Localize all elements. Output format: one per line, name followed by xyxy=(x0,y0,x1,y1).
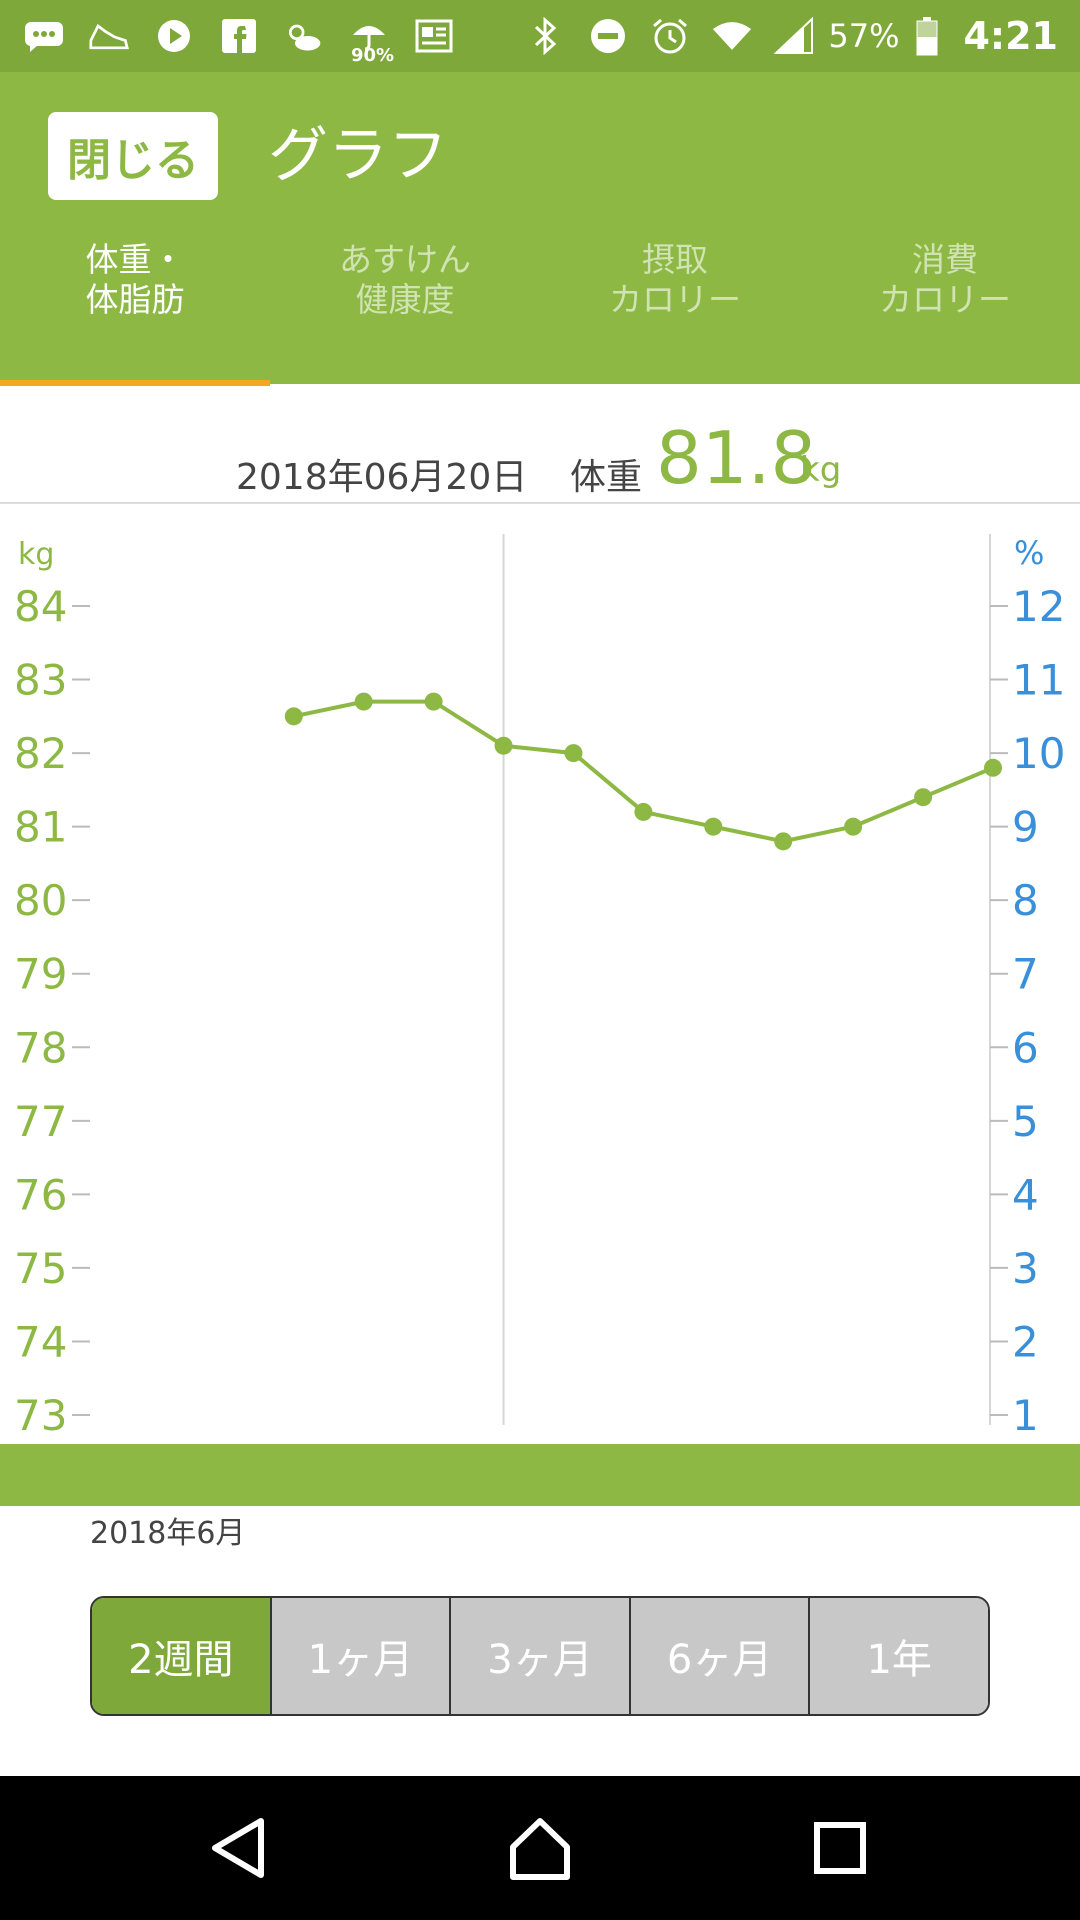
tab-bar: 体重・ 体脂肪 あすけん 健康度 摂取 カロリー 消費 カロリー xyxy=(0,240,1080,386)
battery-icon xyxy=(907,16,947,56)
weight-chart[interactable]: kg% 84 83 82 81 80 79 78 77 76 75 74 73 12 11 10 9 8 7 6 5 4 3… xyxy=(0,504,1080,1488)
weight-data-point xyxy=(914,788,933,807)
bluetooth-icon xyxy=(526,16,566,56)
left-tick-label: 79 xyxy=(14,950,67,999)
tab-label-line2: 体脂肪 xyxy=(85,280,185,319)
right-tick-label: 5 xyxy=(1012,1097,1039,1146)
left-tick-label: 76 xyxy=(14,1170,67,1219)
page-title: グラフ xyxy=(268,121,448,191)
right-tick-label: 10 xyxy=(1012,729,1065,778)
weight-data-point xyxy=(424,692,443,711)
umbrella-icon: 90% xyxy=(349,16,394,66)
facebook-icon xyxy=(219,16,259,56)
tab-label-line1: 摂取 xyxy=(642,240,708,279)
selected-day-summary: 2018年06月20日 体重 81.8 kg xyxy=(0,384,1080,504)
right-tick-label: 7 xyxy=(1012,950,1039,999)
left-tick-label: 82 xyxy=(14,729,67,778)
tab-label-line2: カロリー xyxy=(609,280,741,319)
dnd-icon xyxy=(588,16,628,56)
tab-burned-calories[interactable]: 消費 カロリー xyxy=(810,240,1080,384)
messages-icon xyxy=(24,16,64,56)
tab-label-line1: あすけん xyxy=(339,240,471,279)
period-1year-button[interactable]: 1年 xyxy=(810,1598,988,1714)
tab-label-line1: 体重・ xyxy=(85,240,185,279)
left-tick-label: 81 xyxy=(14,803,67,852)
tab-label-line2: 健康度 xyxy=(355,280,455,319)
close-button[interactable]: 閉じる xyxy=(48,112,218,200)
month-label: 2018年6月 xyxy=(90,1516,246,1551)
weather-icon xyxy=(284,16,324,56)
period-3months-button[interactable]: 3ヶ月 xyxy=(451,1598,631,1714)
tab-weight-bodyfat[interactable]: 体重・ 体脂肪 xyxy=(0,240,270,386)
back-icon[interactable] xyxy=(190,1798,290,1898)
recents-icon[interactable] xyxy=(790,1798,890,1898)
weight-data-point xyxy=(354,692,373,711)
summary-unit: kg xyxy=(800,450,842,490)
tab-intake-calories[interactable]: 摂取 カロリー xyxy=(540,240,810,384)
battery-percent: 57% xyxy=(828,17,900,55)
period-1month-button[interactable]: 1ヶ月 xyxy=(271,1598,452,1714)
play-icon xyxy=(154,16,194,56)
right-tick-label: 11 xyxy=(1012,656,1065,705)
left-tick-label: 73 xyxy=(14,1391,67,1440)
weight-data-point xyxy=(634,802,653,821)
weight-data-point xyxy=(844,817,863,836)
navigation-bar xyxy=(0,1776,1080,1920)
right-tick-label: 1 xyxy=(1012,1391,1039,1440)
signal-icon xyxy=(774,16,814,56)
rain-percent: 90% xyxy=(351,45,395,66)
period-2weeks-button[interactable]: 2週間 xyxy=(92,1598,272,1714)
weight-data-point xyxy=(984,758,1002,777)
weight-data-point xyxy=(494,736,513,755)
weight-data-point xyxy=(704,817,723,836)
app-header: 閉じる グラフ 体重・ 体脂肪 あすけん 健康度 摂取 カロリー 消費 カロリー xyxy=(0,72,1080,386)
left-tick-label: 77 xyxy=(14,1097,67,1146)
tab-asken-health[interactable]: あすけん 健康度 xyxy=(270,240,540,384)
left-tick-label: 80 xyxy=(14,876,67,925)
clock: 4:21 xyxy=(963,14,1058,58)
x-axis-band xyxy=(0,1444,1080,1506)
right-tick-label: 12 xyxy=(1012,582,1065,631)
weight-data-point xyxy=(564,744,583,763)
right-axis-unit: % xyxy=(1014,534,1044,572)
home-icon[interactable] xyxy=(490,1798,590,1898)
summary-weight-value: 81.8 xyxy=(656,416,817,500)
left-tick-label: 74 xyxy=(14,1317,67,1366)
news-icon xyxy=(414,16,454,56)
alarm-icon xyxy=(650,16,690,56)
period-selector: 2週間 1ヶ月 3ヶ月 6ヶ月 1年 xyxy=(90,1596,990,1716)
tab-label-line2: カロリー xyxy=(879,280,1011,319)
summary-label: 体重 xyxy=(570,457,643,498)
left-tick-label: 84 xyxy=(14,582,67,631)
right-tick-label: 6 xyxy=(1012,1023,1039,1072)
right-tick-label: 2 xyxy=(1012,1317,1039,1366)
summary-date: 2018年06月20日 xyxy=(236,457,528,498)
wifi-icon xyxy=(712,16,752,56)
chart-svg: kg %8483828180797877767574731211109876543… xyxy=(14,534,1065,1488)
right-tick-label: 8 xyxy=(1012,876,1039,925)
shoe-icon xyxy=(89,16,129,56)
weight-data-point xyxy=(774,832,793,851)
right-tick-label: 9 xyxy=(1012,803,1039,852)
period-6months-button[interactable]: 6ヶ月 xyxy=(630,1598,811,1714)
tab-active-indicator xyxy=(0,380,270,386)
tab-label-line1: 消費 xyxy=(912,240,978,279)
status-bar: 90% 57% 4:21 xyxy=(0,0,1080,72)
right-tick-label: 4 xyxy=(1012,1170,1039,1219)
left-tick-label: 75 xyxy=(14,1244,67,1293)
left-tick-label: 83 xyxy=(14,656,67,705)
left-axis-unit: kg xyxy=(18,537,54,572)
weight-data-point xyxy=(284,707,303,726)
right-tick-label: 3 xyxy=(1012,1244,1039,1293)
left-tick-label: 78 xyxy=(14,1023,67,1072)
